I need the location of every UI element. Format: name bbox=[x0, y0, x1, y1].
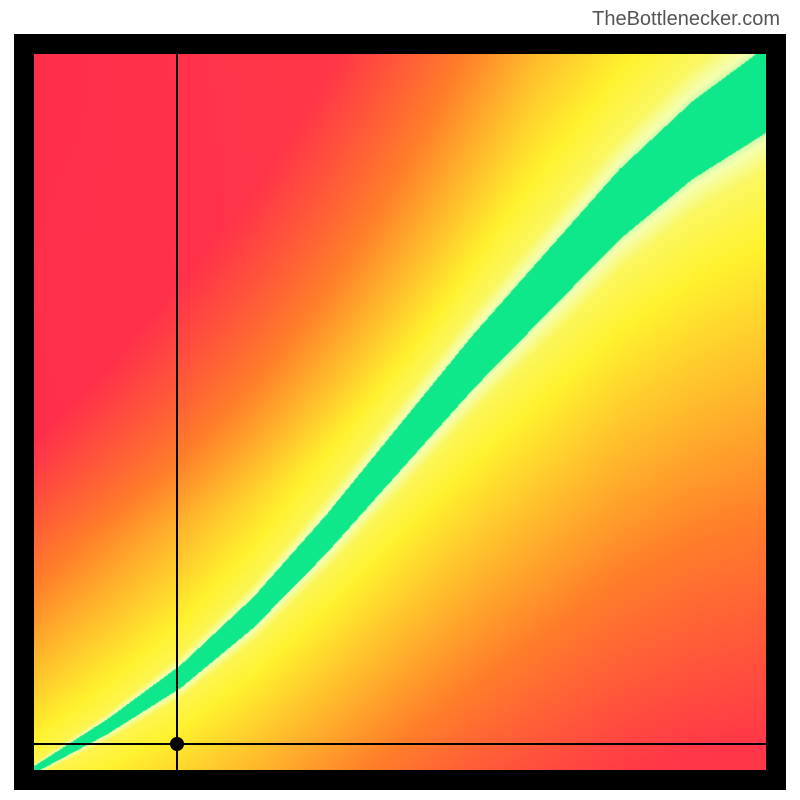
chart-container: TheBottlenecker.com bbox=[0, 0, 800, 800]
attribution-label: TheBottlenecker.com bbox=[592, 8, 780, 31]
crosshair-horizontal bbox=[34, 743, 766, 745]
frame-border-left bbox=[14, 34, 34, 790]
heatmap-canvas bbox=[34, 54, 766, 770]
crosshair-vertical bbox=[176, 54, 178, 770]
crosshair-marker bbox=[170, 737, 184, 751]
frame-border-top bbox=[14, 34, 786, 54]
frame-border-right bbox=[766, 34, 786, 790]
heatmap-plot-area bbox=[34, 54, 766, 770]
frame-border-bottom bbox=[14, 770, 786, 790]
